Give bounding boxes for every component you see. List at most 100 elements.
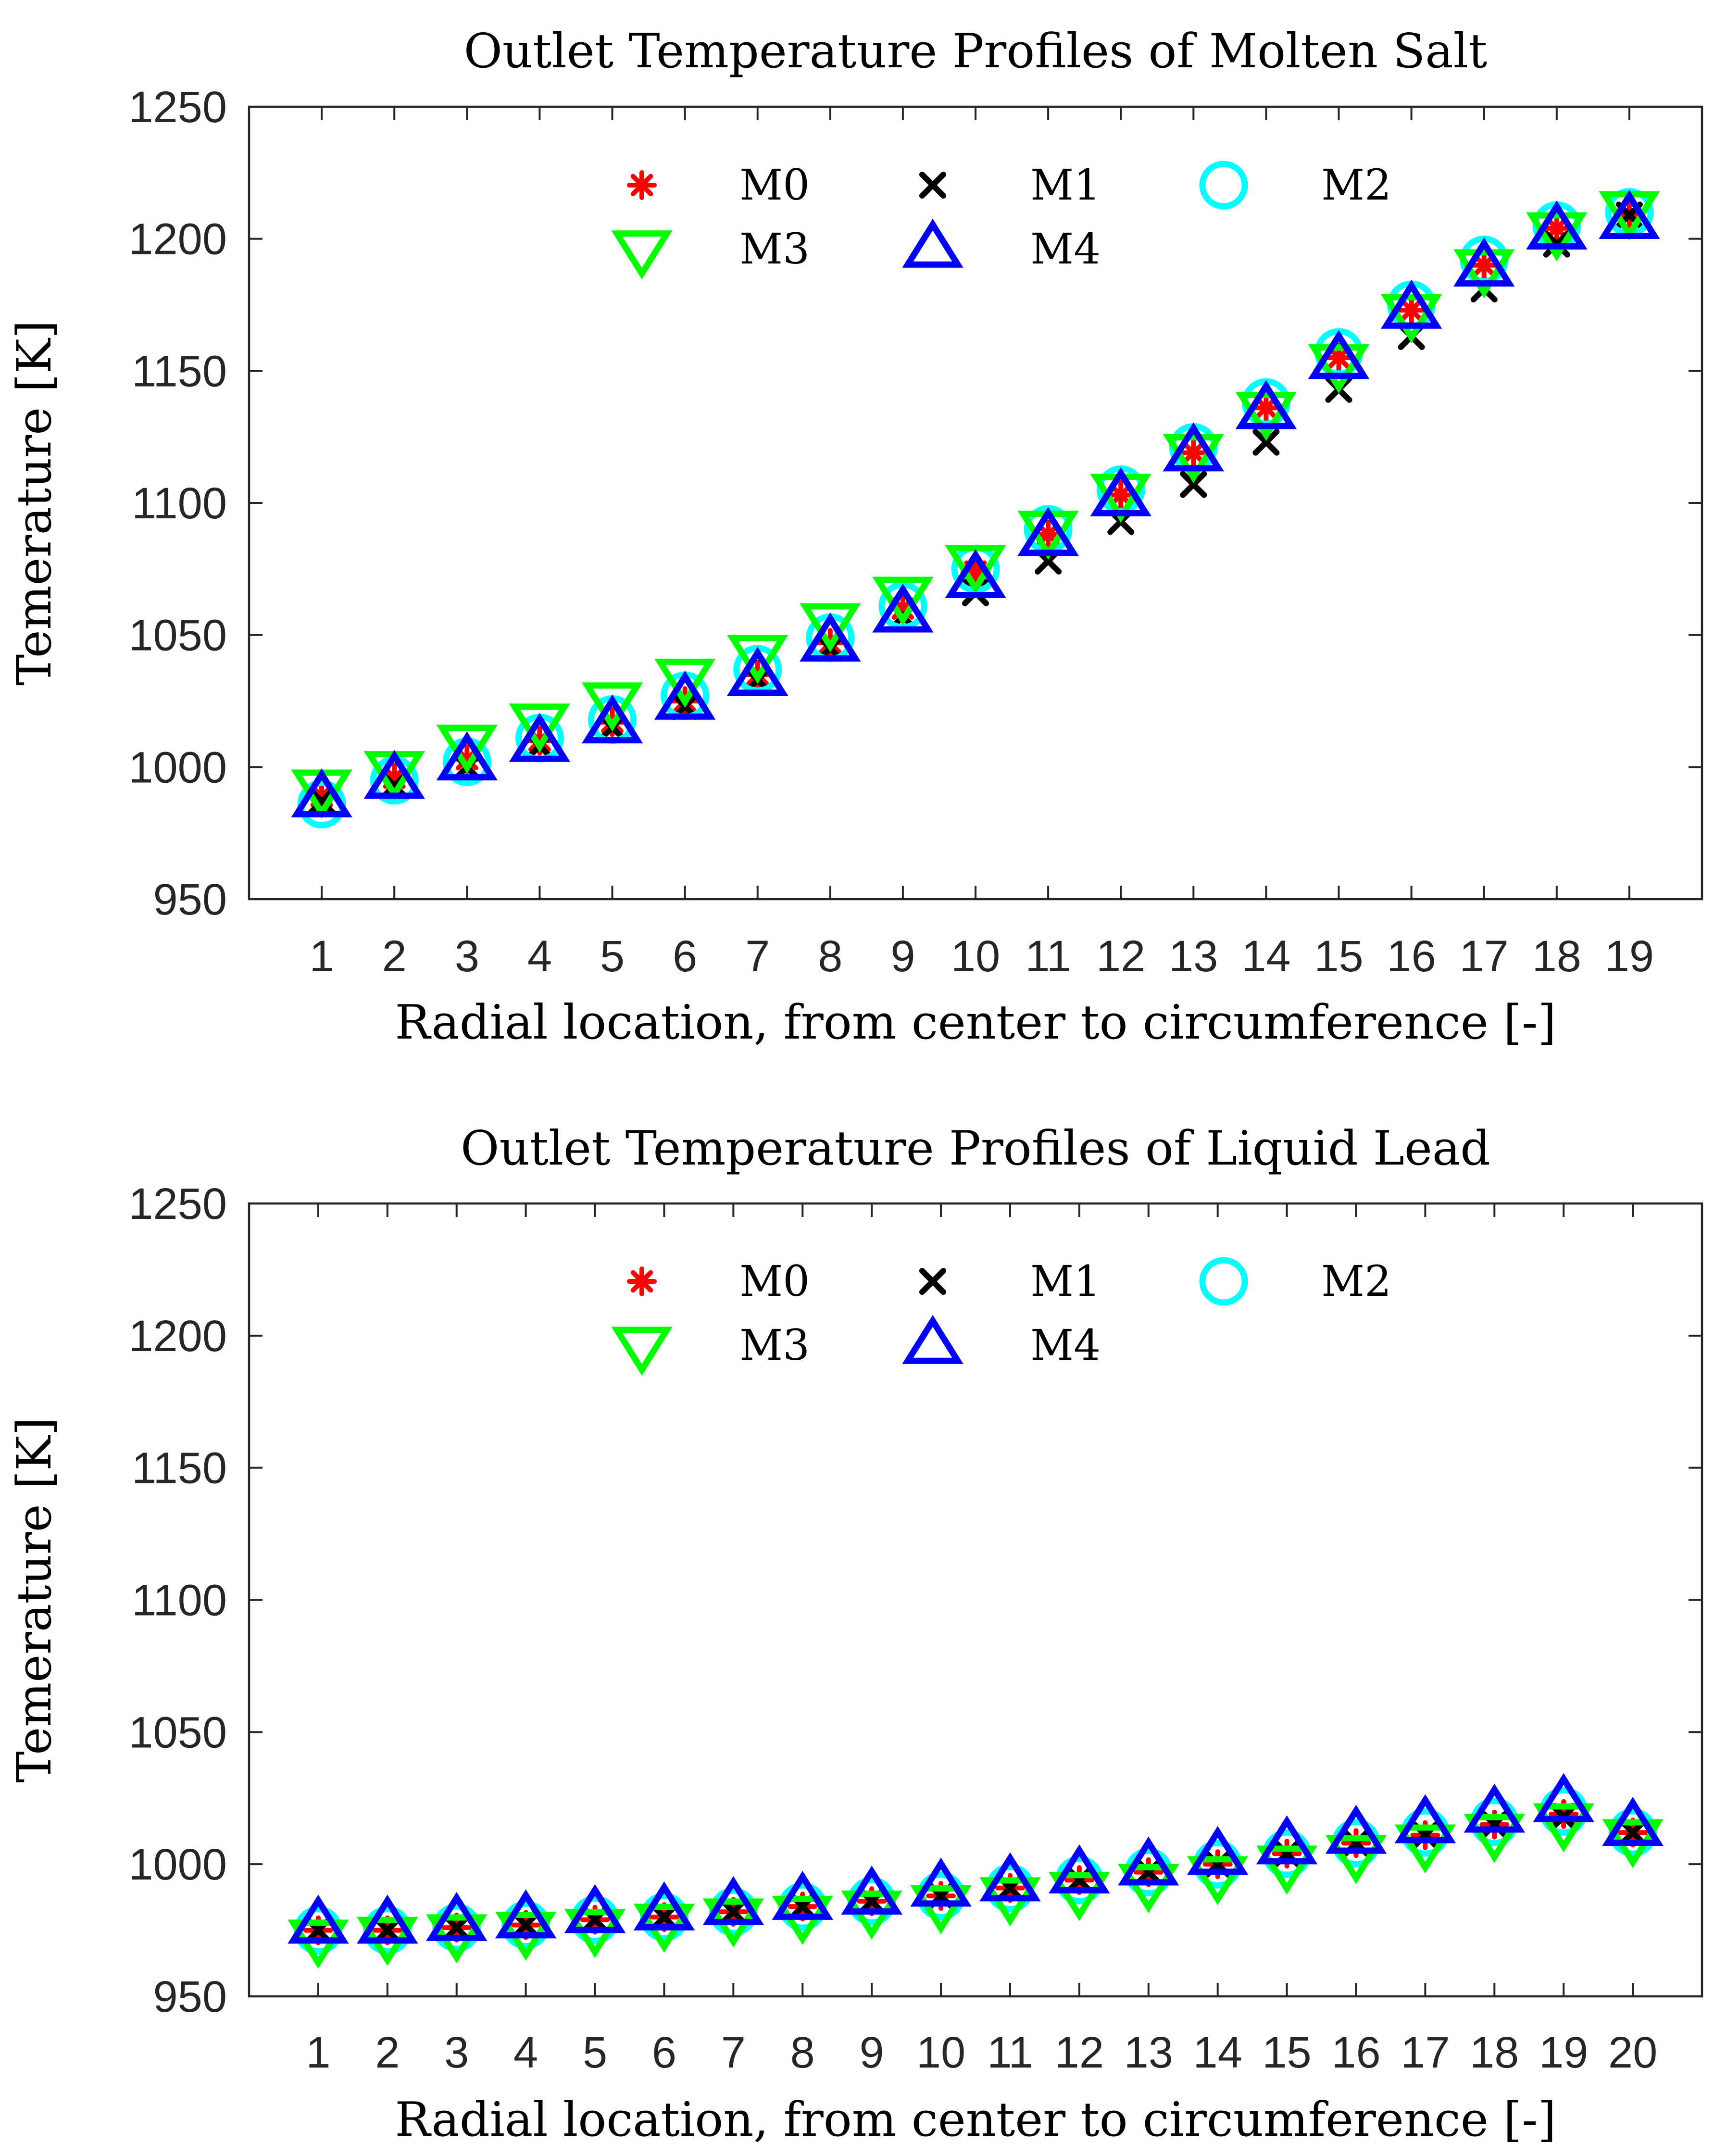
x-tick-label: 4	[513, 2028, 538, 2077]
data-point-M4-10	[910, 1857, 972, 1907]
x-tick-label: 13	[1124, 2028, 1173, 2077]
legend-label-M1: M1	[1030, 1256, 1101, 1306]
legend-label-M2: M2	[1321, 160, 1391, 210]
series-M3	[291, 191, 1660, 819]
legend-label-M1: M1	[1030, 160, 1101, 210]
legend-item-M3: M3	[611, 224, 810, 280]
x-tick-label: 20	[1608, 2028, 1657, 2077]
y-tick-label: 1000	[128, 1840, 227, 1889]
y-tick-label: 1100	[132, 479, 227, 528]
legend-item-M2: M2	[1199, 160, 1391, 210]
legend-label-M0: M0	[739, 160, 810, 210]
data-point-M4-7	[702, 1876, 764, 1925]
legend-label-M4: M4	[1030, 1320, 1101, 1370]
x-tick-label: 7	[745, 932, 770, 981]
data-point-M4-1	[288, 1894, 349, 1944]
x-tick-label: 2	[382, 932, 407, 981]
data-point-M3-14	[1187, 1856, 1249, 1905]
series-M2	[297, 188, 1654, 828]
series-M0	[307, 200, 1644, 811]
data-point-M4-18	[1526, 200, 1588, 250]
x-tick-label: 15	[1314, 932, 1363, 981]
y-tick-label: 950	[153, 875, 227, 924]
data-point-M3-16	[1380, 294, 1442, 343]
x-tick-label: 16	[1387, 932, 1436, 981]
data-point-M4-5	[564, 1884, 626, 1933]
legend-marker-M3	[611, 230, 673, 280]
x-tick-label: 8	[790, 2028, 815, 2077]
y-axis-label: Temerature [K]	[7, 1417, 62, 1782]
data-point-M4-12	[1090, 467, 1151, 516]
x-tick-label: 16	[1331, 2028, 1380, 2077]
y-axis-label: Temerature [K]	[7, 320, 62, 686]
x-tick-label: 17	[1460, 932, 1509, 981]
data-point-M4-13	[1163, 422, 1225, 472]
legend-item-M3: M3	[611, 1320, 810, 1376]
data-point-M4-17	[1394, 1794, 1456, 1843]
series-M3	[288, 1803, 1664, 1969]
legend-label-M3: M3	[739, 1320, 810, 1370]
x-tick-label: 10	[951, 932, 1000, 981]
data-point-M0-15	[1324, 342, 1354, 373]
data-point-M3-7	[726, 635, 788, 684]
x-tick-label: 8	[818, 932, 842, 981]
y-tick-label: 1150	[132, 347, 227, 396]
x-tick-label: 11	[987, 2028, 1033, 2077]
data-point-M0-12	[1106, 480, 1136, 510]
data-point-M4-19	[1533, 1773, 1594, 1822]
data-point-M4-14	[1235, 380, 1297, 429]
data-point-M4-16	[1325, 1805, 1387, 1854]
data-point-M4-17	[1453, 237, 1515, 287]
x-tick-label: 6	[673, 932, 697, 981]
data-point-M0-16	[1396, 295, 1427, 325]
data-point-M1-6	[651, 1904, 678, 1931]
y-tick-label: 1000	[128, 743, 227, 792]
data-point-M4-13	[1118, 1836, 1179, 1886]
y-tick-label: 1150	[132, 1444, 227, 1493]
legend-label-M3: M3	[739, 224, 810, 274]
data-point-M4-1	[291, 768, 352, 817]
data-point-M1-2	[374, 1917, 401, 1944]
legend-marker-M2	[1199, 1257, 1248, 1306]
x-tick-label: 12	[1096, 932, 1145, 981]
y-tick-label: 1050	[128, 1708, 227, 1757]
data-point-M1-4	[512, 1911, 539, 1939]
legend-label-M4: M4	[1030, 224, 1101, 274]
data-point-M4-7	[726, 647, 788, 696]
data-point-M4-14	[1187, 1826, 1249, 1875]
x-tick-label: 18	[1470, 2028, 1519, 2077]
x-tick-label: 13	[1169, 932, 1218, 981]
data-point-M3-17	[1394, 1824, 1456, 1874]
data-point-M4-8	[800, 612, 861, 662]
data-point-M3-10	[910, 1885, 972, 1934]
x-tick-label: 11	[1025, 932, 1071, 981]
legend-label-M2: M2	[1321, 1256, 1391, 1306]
x-axis-label: Radial location, from center to circumfe…	[395, 2093, 1556, 2147]
data-point-M4-3	[425, 1892, 488, 1941]
series-M4	[291, 189, 1660, 817]
data-point-M1-7	[720, 1898, 747, 1926]
data-point-M4-16	[1380, 279, 1442, 329]
data-point-M3-10	[945, 545, 1006, 594]
data-point-M4-2	[357, 1894, 418, 1944]
data-point-M1-13	[1180, 471, 1207, 498]
series-M4	[288, 1773, 1664, 1944]
x-tick-label: 2	[375, 2028, 400, 2077]
data-point-M0-17	[1469, 250, 1499, 280]
data-point-M4-5	[581, 694, 643, 744]
x-tick-label: 19	[1539, 2028, 1588, 2077]
legend-item-M4: M4	[902, 218, 1101, 274]
x-tick-label: 1	[310, 932, 334, 981]
data-point-M4-12	[1049, 1844, 1110, 1893]
legend-marker-M4	[902, 218, 964, 268]
x-tick-label: 14	[1193, 2028, 1242, 2077]
data-point-M1-14	[1252, 428, 1280, 456]
data-point-M3-19	[1533, 1803, 1594, 1853]
data-point-M1-3	[443, 1914, 470, 1942]
data-point-M3-3	[436, 725, 498, 774]
data-point-M4-9	[841, 1865, 902, 1915]
data-point-M3-4	[509, 703, 571, 753]
